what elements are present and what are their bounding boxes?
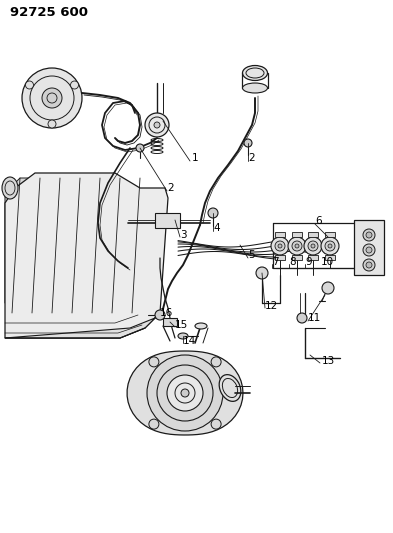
Ellipse shape bbox=[242, 83, 268, 93]
Bar bbox=[292, 232, 302, 237]
Text: 2: 2 bbox=[248, 153, 255, 163]
Circle shape bbox=[136, 144, 144, 152]
Circle shape bbox=[366, 262, 372, 268]
Circle shape bbox=[322, 282, 334, 294]
Circle shape bbox=[167, 375, 203, 411]
Text: 1: 1 bbox=[192, 153, 198, 163]
Text: 13: 13 bbox=[322, 356, 335, 366]
Circle shape bbox=[244, 139, 252, 147]
Polygon shape bbox=[127, 351, 243, 435]
Bar bbox=[292, 255, 302, 260]
Ellipse shape bbox=[219, 375, 241, 401]
Text: 92725 600: 92725 600 bbox=[10, 6, 88, 20]
Ellipse shape bbox=[242, 66, 268, 80]
Circle shape bbox=[304, 237, 322, 255]
Bar bbox=[163, 318, 177, 326]
Circle shape bbox=[292, 241, 302, 251]
Circle shape bbox=[295, 244, 299, 248]
Circle shape bbox=[271, 237, 289, 255]
Circle shape bbox=[256, 267, 268, 279]
Circle shape bbox=[48, 120, 56, 128]
Circle shape bbox=[366, 232, 372, 238]
Circle shape bbox=[363, 244, 375, 256]
Bar bbox=[308, 255, 318, 260]
Text: 6: 6 bbox=[315, 216, 321, 226]
Text: 5: 5 bbox=[248, 250, 255, 260]
Bar bbox=[325, 232, 335, 237]
Circle shape bbox=[278, 244, 282, 248]
Polygon shape bbox=[5, 178, 35, 308]
Bar bbox=[155, 213, 180, 228]
Circle shape bbox=[154, 122, 160, 128]
Circle shape bbox=[155, 310, 165, 320]
Circle shape bbox=[328, 244, 332, 248]
Circle shape bbox=[22, 68, 82, 128]
Circle shape bbox=[363, 259, 375, 271]
Circle shape bbox=[149, 419, 159, 429]
Circle shape bbox=[297, 313, 307, 323]
Ellipse shape bbox=[178, 333, 188, 339]
Text: 10: 10 bbox=[321, 257, 334, 267]
Circle shape bbox=[208, 208, 218, 218]
Circle shape bbox=[325, 241, 335, 251]
Circle shape bbox=[288, 237, 306, 255]
Text: 4: 4 bbox=[213, 223, 220, 233]
Bar bbox=[275, 255, 285, 260]
Circle shape bbox=[181, 389, 189, 397]
Circle shape bbox=[149, 357, 159, 367]
Text: 3: 3 bbox=[180, 230, 187, 240]
Text: 14: 14 bbox=[183, 336, 196, 346]
Circle shape bbox=[321, 237, 339, 255]
Circle shape bbox=[147, 355, 223, 431]
Text: 11: 11 bbox=[308, 313, 321, 323]
Bar bbox=[308, 232, 318, 237]
Circle shape bbox=[308, 241, 318, 251]
Ellipse shape bbox=[2, 177, 18, 199]
Circle shape bbox=[311, 244, 315, 248]
Polygon shape bbox=[5, 173, 168, 338]
Circle shape bbox=[211, 357, 221, 367]
Circle shape bbox=[366, 247, 372, 253]
Text: 9: 9 bbox=[305, 257, 312, 267]
Text: 16: 16 bbox=[160, 308, 173, 318]
Ellipse shape bbox=[195, 323, 207, 329]
Text: 7: 7 bbox=[272, 257, 279, 267]
Bar bbox=[325, 255, 335, 260]
Circle shape bbox=[70, 81, 79, 89]
Text: 2: 2 bbox=[167, 183, 174, 193]
Circle shape bbox=[211, 419, 221, 429]
Circle shape bbox=[363, 229, 375, 241]
Circle shape bbox=[42, 88, 62, 108]
Bar bbox=[354, 220, 384, 275]
Text: 12: 12 bbox=[265, 301, 278, 311]
Polygon shape bbox=[5, 313, 160, 338]
Circle shape bbox=[26, 81, 33, 89]
Circle shape bbox=[145, 113, 169, 137]
Circle shape bbox=[275, 241, 285, 251]
Text: 15: 15 bbox=[175, 320, 188, 330]
Text: 8: 8 bbox=[289, 257, 296, 267]
Bar bbox=[275, 232, 285, 237]
